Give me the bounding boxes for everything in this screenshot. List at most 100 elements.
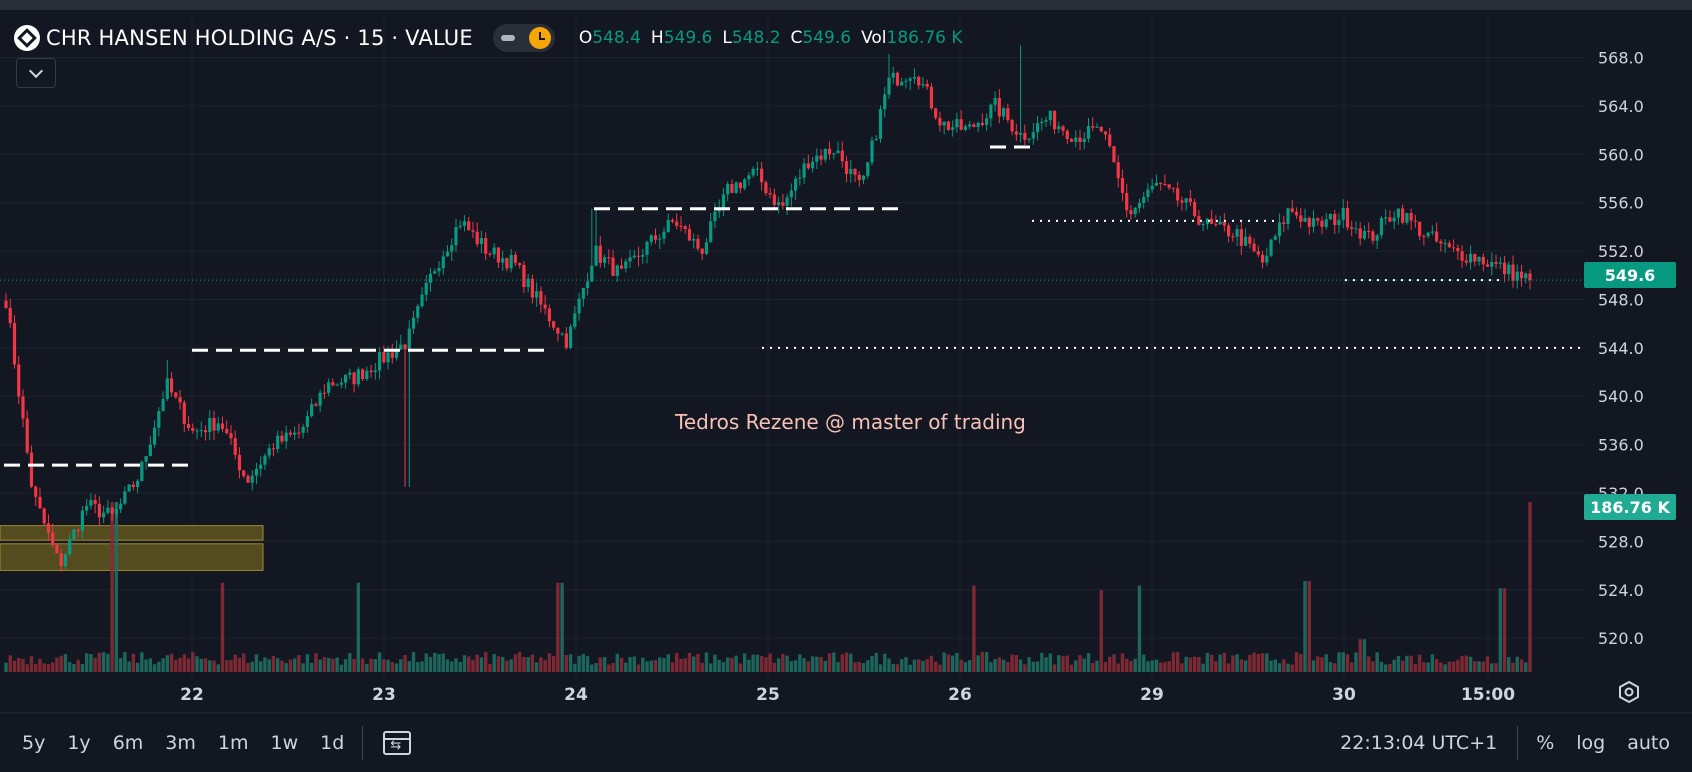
volume-bar (1269, 660, 1273, 672)
auto-scale-toggle[interactable]: auto (1627, 732, 1670, 754)
market-status-toggle[interactable] (492, 24, 555, 52)
range-5y-button[interactable]: 5y (22, 732, 46, 754)
candle-body (1316, 218, 1320, 221)
volume-bar (1035, 661, 1040, 672)
candle-body (1447, 243, 1451, 248)
volume-bar (742, 653, 747, 672)
candle-body (594, 245, 598, 266)
candle-body (433, 271, 437, 274)
range-1w-button[interactable]: 1w (270, 732, 299, 754)
candle-body (1082, 138, 1086, 143)
calendar-goto-icon[interactable] (383, 731, 412, 755)
volume-bar (114, 502, 119, 672)
volume-bar (615, 653, 619, 672)
volume-bar (738, 663, 743, 672)
candle-body (1350, 227, 1354, 230)
candle-body (793, 178, 798, 191)
symbol-title[interactable]: CHR HANSEN HOLDING A/S · 15 · VALUE (46, 26, 473, 50)
candle-body (373, 370, 377, 373)
candle-body (331, 382, 335, 386)
percent-scale-toggle[interactable]: % (1536, 732, 1555, 754)
candle-body (1328, 213, 1333, 220)
volume-bar (755, 654, 760, 672)
candle-body (1006, 108, 1010, 121)
price-levels (0, 145, 1584, 467)
volume-bar (1341, 652, 1345, 672)
candle-body (1341, 207, 1345, 220)
candle-body (827, 148, 832, 155)
volume-bar (1371, 661, 1375, 672)
candle-body (1418, 221, 1422, 237)
volume-bar (386, 659, 390, 672)
candle-body (1197, 216, 1201, 225)
candle-body (1388, 217, 1392, 222)
volume-bar (624, 662, 628, 672)
volume-bar (793, 660, 798, 672)
volume-bar (1473, 661, 1477, 672)
candle-body (365, 370, 369, 380)
y-tick-label: 520.0 (1598, 629, 1644, 648)
candle-body (1095, 126, 1099, 128)
candle-body (522, 264, 526, 287)
candle-body (696, 238, 700, 249)
volume-bar (1129, 660, 1133, 672)
volume-bar (1057, 655, 1061, 672)
volume-bar (246, 663, 250, 672)
candle-body (21, 396, 25, 419)
volume-bar (692, 656, 696, 672)
candle-body (280, 435, 284, 442)
candle-body (738, 182, 743, 189)
volume-bar (496, 656, 501, 672)
volume-bar (106, 653, 110, 672)
volume-bar (403, 654, 407, 672)
volume-bar (832, 652, 836, 672)
volume-bar (233, 654, 237, 672)
symbol-logo-icon (14, 25, 40, 51)
volume-bar (157, 661, 161, 672)
volume-bar (1460, 656, 1464, 672)
range-3m-button[interactable]: 3m (165, 732, 196, 754)
candle-body (369, 370, 373, 373)
candle-body (76, 529, 80, 531)
volume-bar (220, 582, 225, 672)
volume-bar (38, 658, 42, 672)
volume-bar (662, 658, 666, 672)
settings-gear-icon[interactable] (1617, 680, 1641, 704)
candle-body (38, 496, 42, 509)
range-1m-button[interactable]: 1m (217, 732, 249, 754)
candle-body (68, 538, 72, 555)
candle-body (59, 553, 63, 567)
volume-bar (1226, 663, 1231, 672)
candle-body (1040, 121, 1044, 124)
candle-body (653, 235, 658, 240)
volume-bar (708, 663, 713, 672)
volume-bar (891, 664, 895, 672)
log-scale-toggle[interactable]: log (1576, 732, 1606, 754)
candle-body (1099, 126, 1103, 132)
range-1y-button[interactable]: 1y (67, 732, 91, 754)
volume-bar (1409, 655, 1413, 672)
volume-bar (326, 657, 331, 672)
candle-body (1078, 137, 1082, 143)
volume-bar (1112, 654, 1116, 672)
volume-bar (1290, 664, 1294, 672)
volume-bar (505, 660, 509, 672)
volume-bar (1150, 660, 1154, 672)
candle-body (484, 238, 488, 254)
volume-bar (12, 660, 17, 672)
collapse-legend-button[interactable] (16, 58, 56, 88)
volume-bar (1316, 656, 1320, 672)
candle-body (140, 461, 144, 481)
candle-body (1396, 208, 1401, 218)
volume-bar (17, 658, 21, 672)
range-1d-button[interactable]: 1d (320, 732, 345, 754)
range-6m-button[interactable]: 6m (112, 732, 144, 754)
candle-body (450, 245, 454, 252)
candle-body (772, 194, 776, 205)
candle-body (1379, 218, 1384, 236)
utc-clock[interactable]: 22:13:04 UTC+1 (1340, 732, 1498, 754)
candle-body (993, 98, 997, 105)
volume-bar (878, 664, 883, 672)
